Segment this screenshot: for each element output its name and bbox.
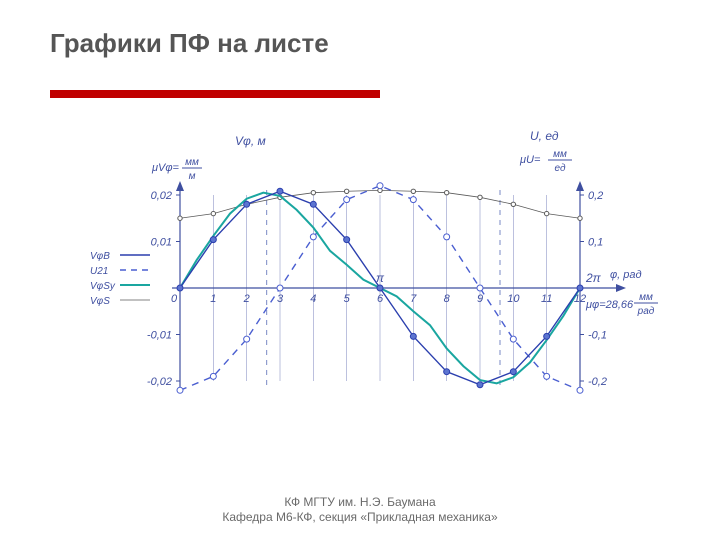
svg-text:8: 8 <box>444 293 451 305</box>
svg-text:2: 2 <box>243 293 250 305</box>
svg-text:рад: рад <box>637 306 655 317</box>
svg-text:μVφ=: μVφ= <box>151 162 180 174</box>
footer-line1: КФ МГТУ им. Н.Э. Баумана <box>0 495 720 511</box>
accent-bar <box>50 90 380 98</box>
svg-text:0,1: 0,1 <box>588 237 603 249</box>
svg-text:μφ=28,66: μφ=28,66 <box>585 299 634 311</box>
svg-text:μU=: μU= <box>519 154 541 166</box>
svg-text:5: 5 <box>344 293 351 305</box>
svg-text:φ, рад: φ, рад <box>610 269 642 281</box>
svg-text:1: 1 <box>210 293 216 305</box>
svg-text:ед: ед <box>555 163 566 174</box>
svg-text:7: 7 <box>410 293 417 305</box>
chart-container: -0,02 -0,01 0,01 0,02 -0,2 -0,1 0,1 0,2 0 1 2 3 4 5 6 7… <box>60 120 680 480</box>
svg-text:9: 9 <box>477 293 483 305</box>
svg-text:2π: 2π <box>585 271 602 285</box>
svg-text:-0,01: -0,01 <box>147 330 172 342</box>
svg-text:6: 6 <box>377 293 384 305</box>
svg-text:U, ед: U, ед <box>530 129 559 143</box>
svg-text:-0,1: -0,1 <box>588 330 607 342</box>
svg-text:4: 4 <box>310 293 316 305</box>
page-title: Графики ПФ на листе <box>50 28 329 59</box>
chart-svg: -0,02 -0,01 0,01 0,02 -0,2 -0,1 0,1 0,2 0 1 2 3 4 5 6 7… <box>60 120 680 480</box>
svg-text:-0,02: -0,02 <box>147 376 172 388</box>
svg-text:0,02: 0,02 <box>151 190 172 202</box>
footer: КФ МГТУ им. Н.Э. Баумана Кафедра М6-КФ, … <box>0 495 720 526</box>
svg-text:0,01: 0,01 <box>151 237 172 249</box>
svg-text:мм: мм <box>639 292 653 303</box>
svg-text:0: 0 <box>171 293 178 305</box>
svg-text:м: м <box>189 171 196 182</box>
svg-text:10: 10 <box>507 293 520 305</box>
svg-text:11: 11 <box>541 293 552 305</box>
svg-text:Vφ, м: Vφ, м <box>235 134 266 148</box>
svg-text:3: 3 <box>277 293 284 305</box>
svg-text:мм: мм <box>185 157 199 168</box>
svg-text:0,2: 0,2 <box>588 190 603 202</box>
svg-text:-0,2: -0,2 <box>588 376 607 388</box>
footer-line2: Кафедра М6-КФ, секция «Прикладная механи… <box>0 510 720 526</box>
svg-text:VφSy: VφSy <box>90 281 116 292</box>
svg-text:VφB: VφB <box>90 251 110 262</box>
svg-text:VφS: VφS <box>90 296 110 307</box>
svg-text:U21: U21 <box>90 266 108 277</box>
svg-text:мм: мм <box>553 149 567 160</box>
